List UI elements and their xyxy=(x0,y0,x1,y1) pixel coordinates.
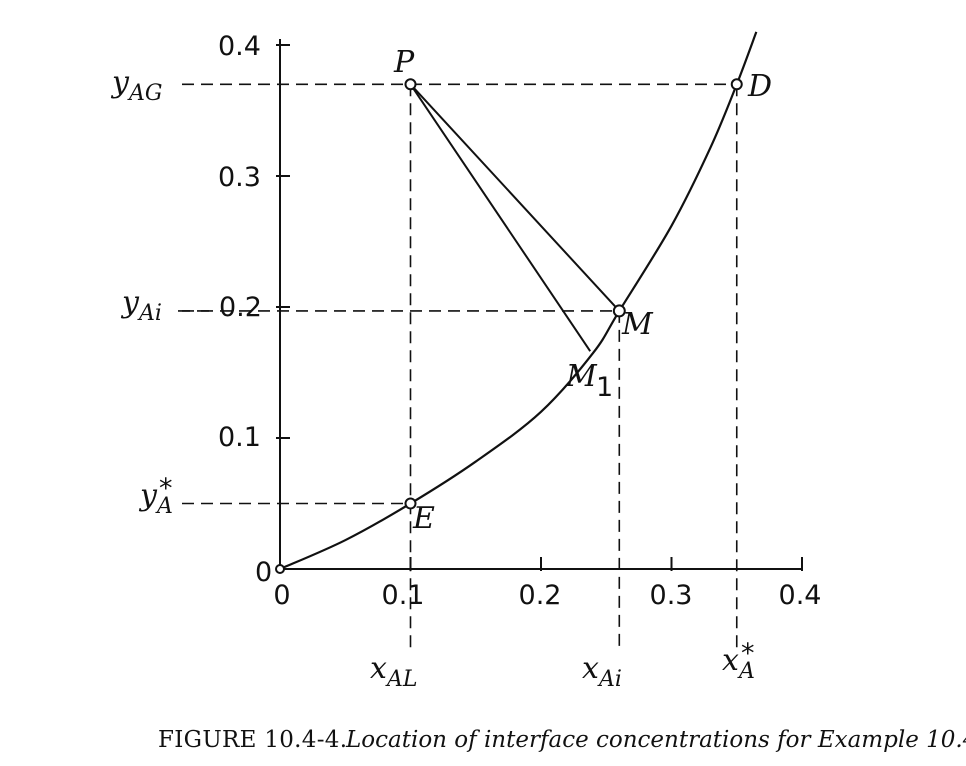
figure-number: FIGURE 10.4-4. xyxy=(158,727,347,753)
figure-caption: Location of interface concentrations for… xyxy=(345,727,966,753)
y-a-star-label-superscript: * xyxy=(159,473,173,504)
equilibrium-curve xyxy=(279,31,758,571)
point-m-label: M xyxy=(621,307,654,342)
origin-marker xyxy=(275,564,285,574)
x-a-star-label-superscript: * xyxy=(741,638,755,669)
tie-line-p-m xyxy=(409,83,621,312)
y-ag-label-subscript: AG xyxy=(127,81,162,106)
x-tick-label: 0.3 xyxy=(650,580,693,611)
y-tick-label: 0.3 xyxy=(218,162,261,193)
x-ai-label-subscript: Ai xyxy=(597,667,622,692)
y-tick-label: 0.4 xyxy=(218,31,261,62)
x-a-star-label-subscript: A xyxy=(737,659,755,684)
x-a-star-label-symbol: x xyxy=(722,643,739,678)
x-tick-label: 0 xyxy=(273,580,290,611)
tie-line-p-m1 xyxy=(409,83,592,352)
y-a-star-label-subscript: A xyxy=(155,494,173,519)
x-tick-label: 0.1 xyxy=(382,580,425,611)
point-p-label: P xyxy=(393,45,415,80)
y-tick-label: 0.1 xyxy=(218,422,261,453)
y-tick-label: 0 xyxy=(255,557,272,588)
y-ag-label-symbol: y xyxy=(110,65,130,100)
x-al-label-subscript: AL xyxy=(385,667,418,692)
x-al-label-symbol: x xyxy=(370,651,387,686)
point-e-label: E xyxy=(412,501,435,536)
x-ai-label-symbol: x xyxy=(582,651,599,686)
point-e-marker xyxy=(404,497,417,510)
x-tick-label: 0.2 xyxy=(519,580,562,611)
y-tick-label: 0.2 xyxy=(219,292,262,323)
point-m1-subscript: 1 xyxy=(596,372,613,403)
y-ai-label-symbol: y xyxy=(120,285,140,320)
point-m-marker xyxy=(612,304,626,318)
point-m1-label: M xyxy=(565,359,598,394)
point-d-marker xyxy=(730,78,743,91)
point-d-label: D xyxy=(747,69,772,104)
x-tick-label: 0.4 xyxy=(779,580,822,611)
point-p-marker xyxy=(404,78,417,91)
y-a-star-label-symbol: y xyxy=(138,478,158,513)
y-ai-label-subscript: Ai xyxy=(137,301,162,326)
